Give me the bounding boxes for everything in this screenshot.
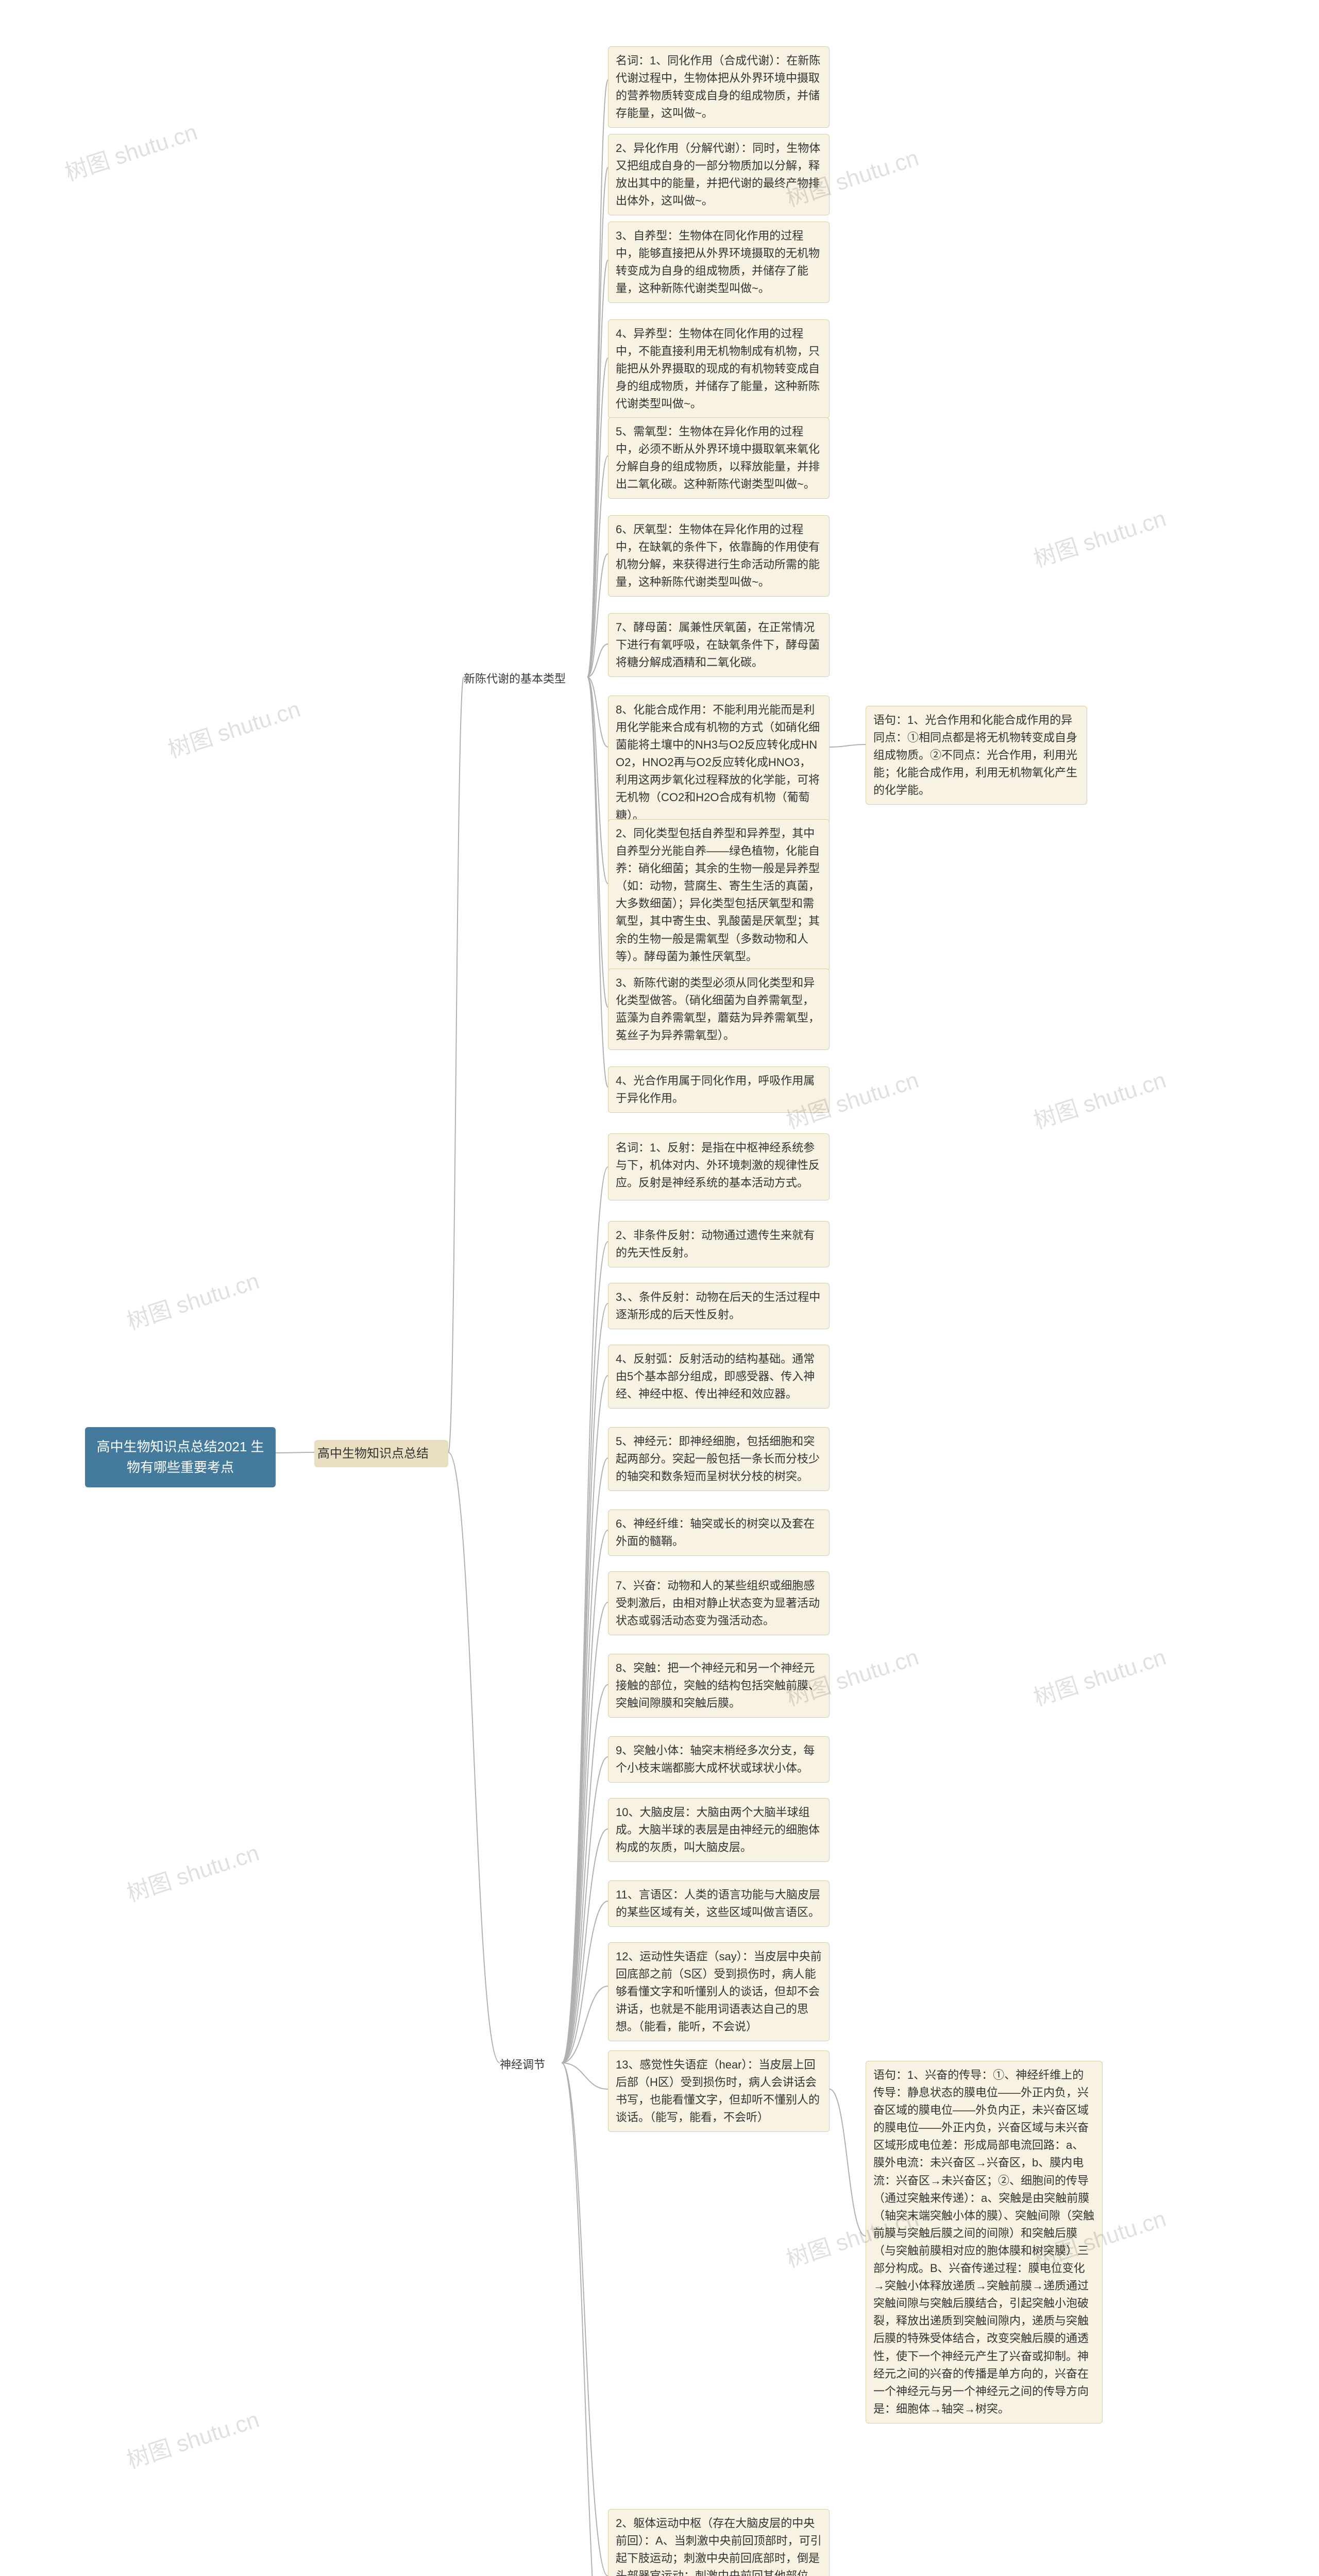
leaf-node: 2、异化作用（分解代谢）：同时，生物体又把组成自身的一部分物质加以分解，释放出其…: [608, 134, 830, 215]
watermark: 树图 shutu.cn: [122, 1834, 263, 1908]
leaf-node: 名词：1、同化作用（合成代谢）：在新陈代谢过程中，生物体把从外界环境中摄取的营养…: [608, 46, 830, 128]
leaf-node: 11、言语区：人类的语言功能与大脑皮层的某些区域有关，这些区域叫做言语区。: [608, 1880, 830, 1927]
branch-label: 新陈代谢的基本类型: [464, 670, 587, 686]
leaf-node: 3、自养型：生物体在同化作用的过程中，能够直接把从外界环境摄取的无机物转变成为自…: [608, 222, 830, 303]
watermark: 树图 shutu.cn: [60, 113, 201, 187]
leaf-node: 6、神经纤维：轴突或长的树突以及套在外面的髓鞘。: [608, 1510, 830, 1556]
root-node: 高中生物知识点总结2021 生物有哪些重要考点: [85, 1427, 276, 1487]
watermark: 树图 shutu.cn: [1029, 1638, 1170, 1712]
watermark: 树图 shutu.cn: [122, 1262, 263, 1336]
leaf-node: 2、躯体运动中枢（存在大脑皮层的中央前回）：A、当刺激中央前回顶部时，可引起下肢…: [608, 2509, 830, 2576]
leaf-node: 9、突触小体：轴突末梢经多次分支，每个小枝末端都膨大成杯状或球状小体。: [608, 1736, 830, 1783]
mindmap-canvas: 高中生物知识点总结2021 生物有哪些重要考点 高中生物知识点总结 新陈代谢的基本类…: [0, 0, 1319, 2576]
leaf-node: 2、非条件反射：动物通过遗传生来就有的先天性反射。: [608, 1221, 830, 1267]
leaf-node: 7、兴奋：动物和人的某些组织或细胞感受刺激后，由相对静止状态变为显著活动状态或弱…: [608, 1571, 830, 1635]
leaf-node: 名词：1、反射：是指在中枢神经系统参与下，机体对内、外环境刺激的规律性反应。反射…: [608, 1133, 830, 1200]
watermark: 树图 shutu.cn: [163, 690, 304, 764]
leaf-node: 4、光合作用属于同化作用，呼吸作用属于异化作用。: [608, 1066, 830, 1113]
leaf-node: 8、化能合成作用：不能利用光能而是利用化学能来合成有机物的方式（如硝化细菌能将土…: [608, 696, 830, 830]
leaf-node: 10、大脑皮层：大脑由两个大脑半球组成。大脑半球的表层是由神经元的细胞体构成的灰…: [608, 1798, 830, 1862]
leaf-node: 3、、条件反射：动物在后天的生活过程中逐渐形成的后天性反射。: [608, 1283, 830, 1329]
leaf-node: 12、运动性失语症（say）：当皮层中央前回底部之前（S区）受到损伤时，病人能够…: [608, 1942, 830, 2041]
leaf-node: 7、酵母菌：属兼性厌氧菌，在正常情况下进行有氧呼吸，在缺氧条件下，酵母菌将糖分解…: [608, 613, 830, 677]
leaf-node: 4、反射弧：反射活动的结构基础。通常由5个基本部分组成，即感受器、传入神经、神经…: [608, 1345, 830, 1409]
watermark: 树图 shutu.cn: [1029, 1061, 1170, 1135]
leaf-node: 6、厌氧型：生物体在异化作用的过程中，在缺氧的条件下，依靠酶的作用使有机物分解，…: [608, 515, 830, 597]
leaf-node: 语句：1、兴奋的传导：①、神经纤维上的传导：静息状态的膜电位——外正内负，兴奋区…: [866, 2061, 1103, 2424]
leaf-node: 5、神经元：即神经细胞，包括细胞和突起两部分。突起一般包括一条长而分枝少的轴突和…: [608, 1427, 830, 1491]
branch-label: 神经调节: [500, 2056, 562, 2072]
watermark: 树图 shutu.cn: [122, 2401, 263, 2475]
leaf-node: 3、新陈代谢的类型必须从同化类型和异化类型做答。（硝化细菌为自养需氧型，蓝藻为自…: [608, 969, 830, 1050]
watermark: 树图 shutu.cn: [1029, 500, 1170, 573]
category-node: 高中生物知识点总结: [314, 1440, 448, 1467]
leaf-node: 语句：1、光合作用和化能合成作用的异同点：①相同点都是将无机物转变成自身组成物质…: [866, 706, 1087, 805]
leaf-node: 2、同化类型包括自养型和异养型，其中自养型分光能自养——绿色植物，化能自养：硝化…: [608, 819, 830, 971]
leaf-node: 8、突触：把一个神经元和另一个神经元接触的部位，突触的结构包括突触前膜、突触间隙…: [608, 1654, 830, 1718]
leaf-node: 13、感觉性失语症（hear）：当皮层上回后部（H区）受到损伤时，病人会讲话会书…: [608, 2050, 830, 2132]
leaf-node: 4、异养型：生物体在同化作用的过程中，不能直接利用无机物制成有机物，只能把从外界…: [608, 319, 830, 418]
leaf-node: 5、需氧型：生物体在异化作用的过程中，必须不断从外界环境中摄取氧来氧化分解自身的…: [608, 417, 830, 499]
